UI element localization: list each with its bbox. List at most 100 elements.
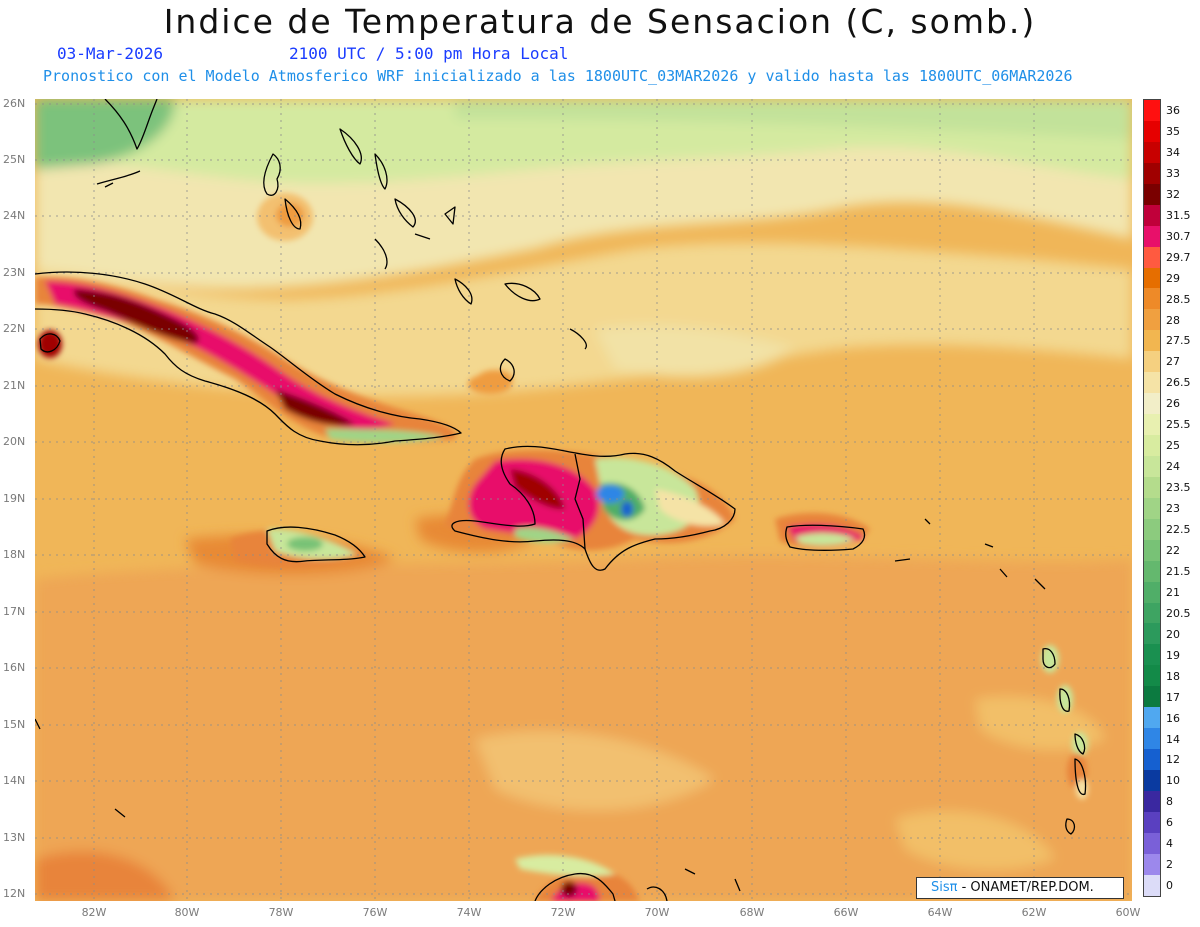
colorbar-swatch [1144,539,1160,561]
colorbar-swatch [1144,811,1160,833]
colorbar-swatch [1144,414,1160,435]
colorbar-swatch [1144,288,1160,310]
lon-label: 76W [362,906,388,919]
lon-label: 60W [1115,906,1141,919]
colorbar-swatch [1144,455,1160,477]
colorbar-label: 34 [1166,145,1180,159]
colorbar-label: 29.7 [1166,250,1191,264]
colorbar-swatch [1144,141,1160,163]
colorbar-label: 26 [1166,397,1180,411]
lon-label: 82W [81,906,107,919]
lat-label: 15N [3,718,26,731]
colorbar-swatch [1144,853,1160,875]
colorbar-label: 31.5 [1166,208,1191,222]
colorbar-swatch [1144,246,1160,268]
colorbar-swatch [1144,497,1160,519]
lon-label: 80W [174,906,200,919]
colorbar-swatch [1144,581,1160,603]
lat-label: 23N [3,266,26,279]
colorbar-label: 25 [1166,439,1180,453]
onamet-logo: Sisπ - ONAMET/REP.DOM. [916,877,1124,899]
colorbar-label: 14 [1166,732,1180,746]
colorbar-label: 26.5 [1166,376,1191,390]
lon-label: 78W [268,906,294,919]
lon-label: 72W [550,906,576,919]
colorbar-swatch [1144,309,1160,331]
colorbar-swatch [1144,665,1160,687]
colorbar-swatch [1144,267,1160,289]
lat-label: 20N [3,435,26,448]
lon-label: 70W [644,906,670,919]
colorbar-label: 27 [1166,355,1180,369]
colorbar-label: 22.5 [1166,523,1191,536]
lat-label: 14N [3,774,26,787]
colorbar-swatch [1144,707,1160,729]
lat-label: 13N [3,831,26,844]
lat-label: 22N [3,322,26,335]
colorbar-label: 12 [1166,753,1180,767]
colorbar-swatch [1144,790,1160,812]
colorbar-swatch [1144,435,1160,456]
colorbar-label: 19 [1166,648,1180,662]
colorbar-label: 21.5 [1166,564,1191,578]
colorbar-swatch [1144,623,1160,645]
lon-label: 68W [739,906,765,919]
colorbar-swatch [1144,351,1160,373]
colorbar-swatch [1144,686,1160,708]
colorbar-label: 17 [1166,690,1180,704]
colorbar-label: 28 [1166,313,1180,327]
colorbar-label: 23 [1166,502,1180,516]
colorbar-swatch [1144,832,1160,854]
colorbar-swatch [1144,225,1160,247]
colorbar-label: 20 [1166,627,1180,641]
colorbar [1143,99,1161,897]
colorbar-label: 27.5 [1166,334,1191,348]
colorbar-label: 16 [1166,711,1180,725]
colorbar-label: 29 [1166,271,1180,285]
lon-label: 66W [833,906,859,919]
colorbar-swatch [1144,728,1160,750]
colorbar-swatch [1144,874,1160,896]
colorbar-label: 24 [1166,460,1180,474]
colorbar-swatch [1144,749,1160,770]
colorbar-label: 18 [1166,669,1180,683]
colorbar-swatch [1144,518,1160,540]
colorbar-label: 25.5 [1166,418,1191,432]
colorbar-label: 35 [1166,124,1180,138]
lon-label: 74W [456,906,482,919]
colorbar-swatch [1144,372,1160,394]
colorbar-swatch [1144,393,1160,415]
colorbar-label: 23.5 [1166,481,1191,495]
colorbar-label: 10 [1166,774,1180,788]
lat-label: 12N [3,887,26,900]
model-description: Pronostico con el Modelo Atmosferico WRF… [43,67,1073,85]
lat-label: 16N [3,661,26,674]
colorbar-swatch [1144,644,1160,666]
colorbar-label: 2 [1166,858,1173,872]
colorbar-swatch [1144,602,1160,624]
colorbar-label: 22 [1166,543,1180,557]
colorbar-swatch [1144,100,1160,121]
lat-label: 19N [3,492,26,505]
colorbar-label: 0 [1166,879,1173,893]
lat-label: 25N [3,153,26,166]
forecast-date: 03-Mar-2026 [57,44,163,63]
colorbar-label: 8 [1166,795,1173,809]
colorbar-label: 21 [1166,585,1180,599]
colorbar-label: 28.5 [1166,292,1191,306]
lat-label: 17N [3,605,26,618]
lat-label: 26N [3,97,26,110]
colorbar-swatch [1144,204,1160,226]
colorbar-label: 36 [1166,104,1180,117]
colorbar-label: 32 [1166,187,1180,201]
colorbar-swatch [1144,162,1160,184]
colorbar-label: 4 [1166,837,1173,851]
map-title: Indice de Temperatura de Sensacion (C, s… [163,2,1037,41]
colorbar-label: 6 [1166,816,1173,830]
colorbar-label: 33 [1166,166,1180,180]
colorbar-swatch [1144,560,1160,582]
colorbar-label: 30.7 [1166,229,1191,243]
heat-index-map [35,99,1132,901]
lon-label: 62W [1021,906,1047,919]
logo-brand: Sisπ [931,880,958,895]
